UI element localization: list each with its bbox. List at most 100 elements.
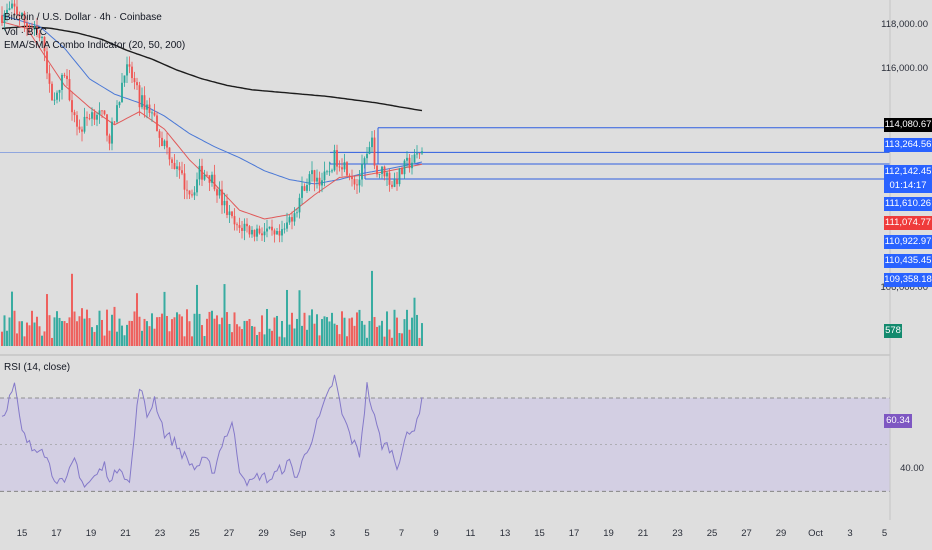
candle-body[interactable] — [13, 3, 16, 7]
price-axis[interactable]: 118,000.00 116,000.00 106,000.00 40.00 — [880, 19, 928, 474]
candle-body[interactable] — [186, 189, 188, 191]
candle-body[interactable] — [313, 170, 316, 182]
candle-body[interactable] — [366, 153, 368, 159]
candle-body[interactable] — [363, 158, 366, 164]
candle-body[interactable] — [253, 229, 256, 237]
candle-body[interactable] — [283, 228, 286, 230]
candle-body[interactable] — [121, 82, 123, 103]
candle-body[interactable] — [66, 75, 68, 80]
candle-body[interactable] — [371, 137, 373, 148]
candle-body[interactable] — [166, 140, 168, 148]
candle-body[interactable] — [163, 140, 166, 147]
indicator-legend[interactable]: EMA/SMA Combo Indicator (20, 50, 200) — [4, 40, 186, 51]
candle-body[interactable] — [73, 112, 76, 116]
candle-body[interactable] — [151, 112, 153, 114]
candle-body[interactable] — [11, 3, 13, 9]
candle-body[interactable] — [261, 233, 263, 236]
candle-body[interactable] — [293, 213, 296, 222]
candle-body[interactable] — [206, 174, 208, 176]
candle-body[interactable] — [316, 177, 318, 182]
candle-body[interactable] — [336, 150, 338, 167]
candle-body[interactable] — [141, 95, 143, 108]
candle-body[interactable] — [256, 228, 258, 237]
candle-body[interactable] — [26, 23, 28, 28]
candle-body[interactable] — [281, 229, 283, 236]
candle-body[interactable] — [156, 115, 158, 132]
candle-body[interactable] — [136, 82, 138, 86]
candle-body[interactable] — [406, 157, 408, 161]
candle-body[interactable] — [133, 78, 136, 83]
candle-body[interactable] — [123, 75, 126, 83]
candle-body[interactable] — [268, 226, 271, 229]
candle-body[interactable] — [403, 160, 406, 175]
candle-body[interactable] — [41, 36, 43, 39]
candle-body[interactable] — [86, 116, 88, 119]
candle-body[interactable] — [298, 197, 301, 213]
candle-body[interactable] — [148, 104, 151, 114]
candle-body[interactable] — [276, 231, 278, 235]
candle-body[interactable] — [153, 112, 156, 116]
candle-body[interactable] — [343, 162, 346, 170]
candle-body[interactable] — [323, 171, 326, 181]
candle-body[interactable] — [308, 174, 311, 186]
candle-body[interactable] — [391, 184, 393, 187]
candle-body[interactable] — [386, 172, 388, 177]
candle-body[interactable] — [226, 200, 228, 215]
candle-body[interactable] — [358, 179, 361, 186]
candle-body[interactable] — [188, 190, 191, 195]
candle-body[interactable] — [116, 105, 118, 122]
candle-body[interactable] — [236, 224, 238, 226]
candle-body[interactable] — [398, 168, 401, 185]
candle-body[interactable] — [96, 114, 98, 120]
candle-body[interactable] — [338, 166, 341, 168]
candle-body[interactable] — [88, 118, 91, 120]
candle-body[interactable] — [18, 14, 21, 17]
candle-body[interactable] — [31, 28, 33, 30]
candle-body[interactable] — [383, 166, 386, 177]
candle-body[interactable] — [68, 79, 71, 101]
candle-body[interactable] — [418, 153, 421, 155]
candle-body[interactable] — [178, 166, 181, 171]
candle-body[interactable] — [266, 228, 268, 232]
candle-body[interactable] — [108, 135, 111, 144]
candle-body[interactable] — [368, 147, 371, 154]
candle-body[interactable] — [213, 174, 216, 190]
candle-body[interactable] — [126, 64, 128, 76]
candle-body[interactable] — [353, 179, 356, 185]
candle-body[interactable] — [361, 163, 363, 180]
candle-body[interactable] — [181, 170, 183, 174]
candle-body[interactable] — [228, 211, 231, 215]
candle-body[interactable] — [198, 165, 201, 180]
candle-body[interactable] — [218, 189, 221, 196]
candle-body[interactable] — [288, 217, 291, 223]
candle-body[interactable] — [76, 115, 78, 127]
candle-body[interactable] — [28, 27, 31, 29]
candle-body[interactable] — [248, 226, 251, 235]
candle-body[interactable] — [356, 184, 358, 186]
candle-body[interactable] — [203, 174, 206, 180]
candle-body[interactable] — [381, 166, 383, 174]
candle-body[interactable] — [138, 85, 141, 108]
candle-body[interactable] — [51, 83, 53, 101]
candle-body[interactable] — [48, 73, 51, 84]
candle-body[interactable] — [208, 175, 211, 183]
candle-body[interactable] — [396, 179, 398, 185]
candle-body[interactable] — [196, 179, 198, 193]
candle-body[interactable] — [91, 112, 93, 119]
candle-body[interactable] — [341, 167, 343, 170]
candle-body[interactable] — [143, 95, 146, 110]
candle-body[interactable] — [306, 185, 308, 191]
candle-body[interactable] — [71, 100, 73, 113]
candle-body[interactable] — [113, 121, 116, 123]
candle-body[interactable] — [201, 165, 203, 180]
candle-body[interactable] — [1, 15, 3, 23]
candle-body[interactable] — [16, 6, 18, 15]
candle-body[interactable] — [263, 231, 266, 236]
candle-body[interactable] — [393, 179, 396, 187]
candle-body[interactable] — [258, 228, 261, 234]
candle-body[interactable] — [211, 174, 213, 183]
candle-body[interactable] — [246, 223, 248, 227]
symbol-title[interactable]: Bitcoin / U.S. Dollar · 4h · Coinbase — [4, 12, 162, 23]
candle-body[interactable] — [376, 165, 378, 175]
candle-body[interactable] — [23, 12, 26, 24]
